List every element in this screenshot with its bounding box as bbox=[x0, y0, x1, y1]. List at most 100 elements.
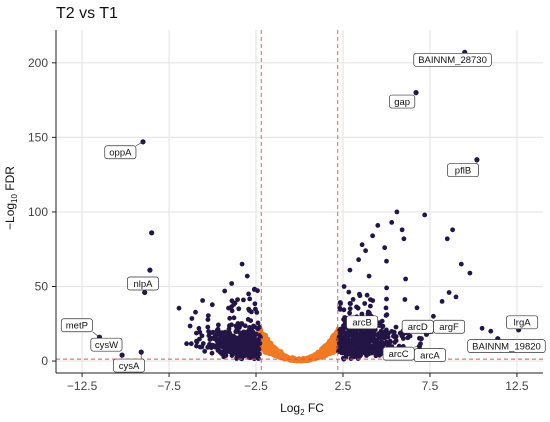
point-significant bbox=[342, 338, 347, 343]
gene-label-cysa: cysA bbox=[113, 358, 145, 373]
point-significant bbox=[348, 356, 354, 361]
gene-label-connector bbox=[135, 141, 144, 147]
gene-label-metp: metP bbox=[60, 318, 93, 333]
gene-label-nlpa: nlpA bbox=[127, 276, 159, 291]
point-significant bbox=[184, 341, 190, 347]
gene-label-box bbox=[433, 319, 466, 334]
point-significant bbox=[368, 303, 373, 309]
point-significant bbox=[431, 313, 436, 319]
point-significant bbox=[467, 270, 473, 276]
point-significant bbox=[251, 343, 256, 348]
point-significant bbox=[373, 353, 379, 359]
point-significant bbox=[205, 324, 211, 330]
point-significant bbox=[422, 212, 428, 218]
point-significant bbox=[376, 332, 381, 338]
point-significant bbox=[227, 315, 233, 321]
point-significant bbox=[343, 333, 348, 339]
point-significant bbox=[212, 334, 218, 339]
point-significant bbox=[444, 236, 450, 242]
point-significant bbox=[205, 344, 211, 350]
gene-label-bainnm-19820: BAINNM_19820 bbox=[467, 339, 546, 354]
point-significant bbox=[250, 338, 256, 343]
point-significant bbox=[414, 305, 420, 311]
point-not-significant bbox=[321, 348, 326, 354]
x-tick-label: 12.5 bbox=[505, 379, 529, 393]
point-significant bbox=[355, 343, 360, 348]
gene-label-box bbox=[346, 315, 379, 330]
point-labeled bbox=[474, 157, 480, 163]
point-significant bbox=[206, 329, 212, 334]
point-significant bbox=[229, 308, 235, 314]
point-significant bbox=[393, 324, 399, 330]
point-significant bbox=[338, 332, 344, 338]
point-significant bbox=[252, 301, 258, 307]
point-significant bbox=[235, 297, 241, 302]
point-significant bbox=[193, 309, 198, 315]
point-significant bbox=[202, 348, 208, 354]
point-significant bbox=[245, 317, 251, 322]
point-significant bbox=[399, 227, 405, 233]
point-labeled bbox=[119, 352, 125, 358]
gene-label-text: arcC bbox=[389, 349, 409, 360]
point-significant bbox=[347, 267, 353, 273]
point-labeled bbox=[147, 267, 153, 273]
point-significant bbox=[255, 320, 261, 326]
point-significant bbox=[222, 288, 228, 294]
point-significant bbox=[219, 351, 224, 356]
point-significant bbox=[352, 329, 358, 335]
threshold-lines bbox=[56, 30, 543, 373]
point-significant bbox=[342, 323, 347, 329]
point-significant bbox=[242, 323, 248, 329]
point-significant bbox=[250, 329, 256, 334]
gene-label-connector bbox=[426, 332, 434, 335]
point-significant bbox=[382, 245, 388, 251]
point-significant bbox=[359, 242, 365, 248]
point-significant bbox=[231, 315, 237, 321]
gene-label-text: arcB bbox=[352, 318, 372, 329]
point-significant bbox=[394, 209, 400, 215]
point-significant bbox=[255, 352, 261, 357]
point-significant bbox=[338, 301, 343, 306]
x-axis-title: Log2 FC bbox=[280, 401, 324, 417]
point-significant bbox=[205, 313, 211, 318]
point-significant bbox=[241, 297, 246, 303]
point-significant bbox=[403, 276, 408, 282]
point-significant bbox=[248, 346, 254, 352]
point-significant bbox=[389, 220, 395, 225]
point-not-significant bbox=[323, 343, 328, 348]
x-tick-label: −7.5 bbox=[157, 379, 181, 393]
point-significant bbox=[450, 227, 455, 233]
point-significant bbox=[350, 297, 356, 302]
point-significant bbox=[214, 338, 220, 344]
y-tick-label: 50 bbox=[35, 280, 49, 294]
point-significant bbox=[340, 328, 346, 333]
point-significant bbox=[239, 321, 245, 326]
point-significant bbox=[228, 349, 233, 355]
y-axis-title: −Log10 FDR bbox=[3, 166, 19, 230]
gene-label-oppa: oppA bbox=[104, 145, 137, 160]
point-significant bbox=[187, 323, 193, 329]
point-significant bbox=[392, 334, 398, 340]
point-significant bbox=[246, 328, 252, 334]
point-significant bbox=[378, 328, 384, 334]
point-significant bbox=[251, 323, 256, 329]
gene-label-lrga: lrgA bbox=[506, 315, 539, 330]
point-significant bbox=[458, 261, 464, 267]
point-significant bbox=[200, 341, 206, 346]
gene-label-text: cysW bbox=[95, 340, 118, 351]
point-not-significant bbox=[329, 335, 335, 340]
point-significant bbox=[384, 296, 389, 302]
point-significant bbox=[446, 290, 452, 295]
point-significant bbox=[367, 342, 372, 348]
data-points bbox=[96, 49, 522, 364]
axes-lines bbox=[55, 30, 543, 374]
gene-label-box bbox=[413, 52, 492, 67]
point-not-significant bbox=[327, 338, 332, 344]
point-labeled bbox=[149, 230, 155, 236]
gene-label-connector bbox=[414, 92, 417, 96]
point-significant bbox=[215, 343, 221, 349]
point-not-significant bbox=[313, 354, 318, 360]
y-axis-ticks: 0 50 100 150 200 bbox=[28, 56, 56, 368]
